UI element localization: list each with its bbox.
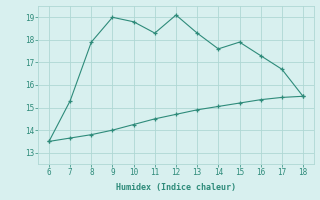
X-axis label: Humidex (Indice chaleur): Humidex (Indice chaleur) <box>116 183 236 192</box>
